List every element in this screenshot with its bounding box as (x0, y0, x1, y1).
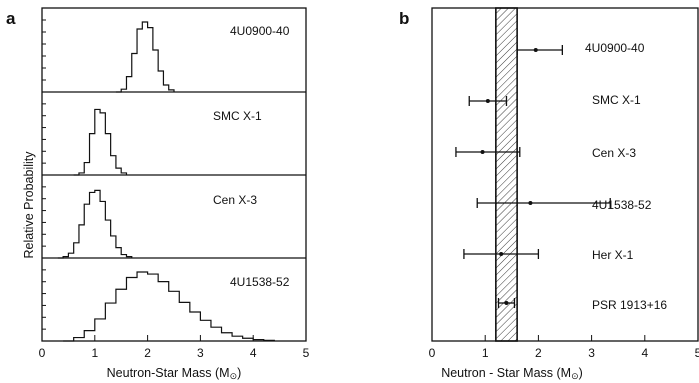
panel-b-point (528, 201, 533, 205)
panel-a-x-tick-label: 1 (91, 346, 98, 360)
panel-b-x-tick-label: 1 (482, 346, 489, 360)
panel-b-source-label-4: 4U1538-52 (592, 198, 652, 212)
panel-a-x-tick-label: 5 (303, 346, 310, 360)
panel-b-x-tick-label: 2 (535, 346, 542, 360)
panel-a-source-label-1: 4U0900-40 (230, 24, 290, 38)
panel-a-label: a (6, 9, 16, 28)
panel-a-distributions (57, 21, 275, 342)
panel-b-x-tick-label: 5 (695, 346, 699, 360)
panel-b-error-bar-6 (497, 298, 516, 308)
panel-b-source-label-3: Cen X-3 (592, 146, 636, 160)
panel-a-x-tick-label: 4 (250, 346, 257, 360)
panel-a-histogram-1 (115, 21, 175, 93)
panel-b-x-tick-label: 0 (429, 346, 436, 360)
panel-a-histogram-3 (57, 189, 133, 259)
panel-b-error-bar-4 (476, 198, 611, 208)
panel-a-x-tick-label: 0 (39, 346, 46, 360)
panel-a-histogram-4 (63, 271, 275, 342)
panel-a-x-tick-label: 2 (144, 346, 151, 360)
panel-b: b 4U0900-40 SMC X-1 Cen X-3 4U1538-52 He… (399, 7, 699, 381)
panel-b-source-label-5: Her X-1 (592, 248, 634, 262)
panel-a-source-label-4: 4U1538-52 (230, 275, 290, 289)
panel-a-x-ticks: 0 1 2 3 4 5 (39, 335, 310, 360)
panel-b-point (480, 150, 485, 154)
panel-b-x-tick-label: 4 (641, 346, 648, 360)
panel-a-source-label-3: Cen X-3 (213, 193, 257, 207)
panel-a: a Relative Probability 4U0900-40 SMC X-1… (6, 7, 310, 381)
panel-b-mass-band (495, 7, 518, 342)
panel-b-error-bar-1 (516, 45, 563, 55)
panel-b-x-ticks: 0 1 2 3 4 5 (429, 335, 699, 360)
panel-b-x-tick-label: 3 (588, 346, 595, 360)
panel-b-error-bars (455, 45, 611, 308)
panel-a-source-label-2: SMC X-1 (213, 109, 262, 123)
panel-b-point (504, 301, 509, 305)
panel-a-y-axis-label: Relative Probability (22, 151, 36, 259)
panel-b-x-axis-label: Neutron - Star Mass (M⊙) (441, 366, 583, 381)
panel-a-x-axis-label: Neutron-Star Mass (M⊙) (107, 366, 242, 381)
panel-b-error-bar-3 (455, 147, 521, 157)
panel-b-frame (431, 7, 699, 342)
panel-b-source-label-2: SMC X-1 (592, 93, 641, 107)
panel-b-point (485, 99, 490, 103)
panel-b-error-bar-5 (463, 249, 540, 259)
panel-b-label: b (399, 9, 409, 28)
panel-a-y-ticks (42, 19, 46, 330)
panel-a-histogram-2 (73, 108, 128, 176)
panel-b-source-label-6: PSR 1913+16 (592, 298, 667, 312)
panel-b-point (533, 48, 538, 52)
panel-b-point (499, 252, 504, 256)
panel-a-x-tick-label: 3 (197, 346, 204, 360)
panel-b-source-label-1: 4U0900-40 (585, 41, 645, 55)
panel-b-error-bar-2 (468, 96, 508, 106)
